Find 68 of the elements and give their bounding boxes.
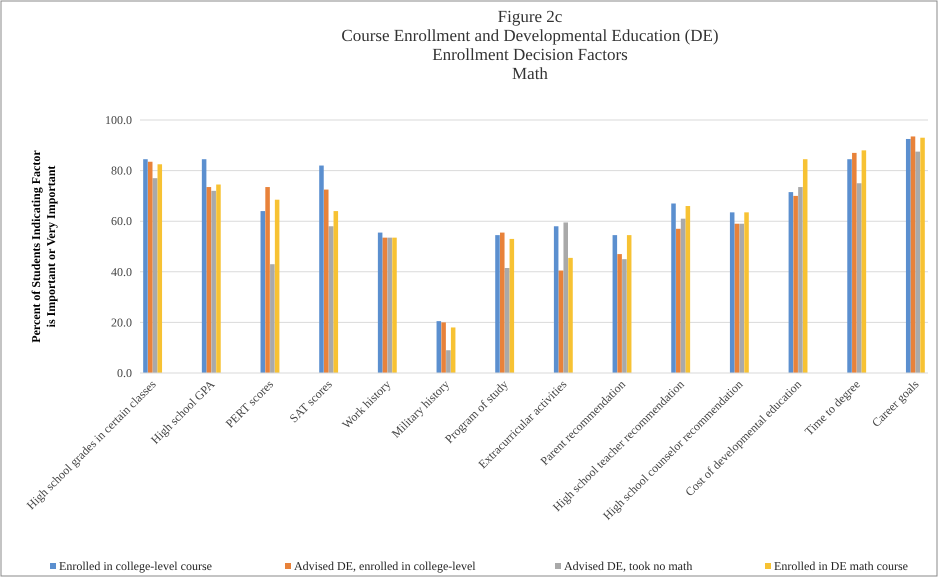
bar — [378, 232, 382, 373]
bar — [260, 211, 266, 373]
bar — [274, 200, 280, 373]
bar — [916, 152, 920, 373]
y-tick-label: 80.0 — [111, 164, 132, 178]
bar — [856, 183, 862, 373]
y-tick-label: 40.0 — [111, 264, 132, 279]
bar — [382, 238, 388, 373]
bar — [852, 152, 857, 373]
bar — [686, 206, 690, 373]
y-tick-label: 100.0 — [105, 113, 132, 127]
bar — [446, 350, 451, 373]
bar — [441, 322, 446, 373]
bar — [802, 159, 808, 373]
bar — [906, 138, 910, 373]
chart-title: Figure 2c Course Enrollment and Developmental Education (DE) Enrollment Decision Factors Math — [341, 7, 719, 83]
bar — [734, 224, 740, 373]
bar — [622, 259, 627, 373]
bar — [558, 270, 564, 373]
legend-label: Advised DE, took no math — [564, 559, 692, 573]
y-tick-label: 60.0 — [111, 214, 132, 228]
bar — [450, 327, 456, 373]
bar — [680, 218, 686, 373]
bar — [270, 264, 275, 373]
bar — [211, 190, 216, 373]
bar — [148, 162, 152, 373]
bar — [158, 164, 162, 373]
bar — [744, 212, 749, 373]
bar — [626, 235, 632, 373]
bar — [324, 190, 329, 373]
bar — [612, 235, 618, 373]
bar — [793, 196, 798, 373]
bar — [788, 192, 794, 373]
bar — [319, 166, 324, 373]
bar — [328, 226, 334, 373]
legend-label: Advised DE, enrolled in college-level — [294, 559, 476, 573]
bar — [504, 268, 510, 373]
bar — [152, 178, 158, 373]
y-tick-label: 0.0 — [117, 366, 132, 380]
bar — [495, 235, 500, 373]
bar — [202, 159, 206, 373]
bar — [847, 159, 852, 373]
bar — [143, 159, 148, 373]
bar — [392, 238, 397, 373]
bar — [436, 321, 442, 373]
bar — [798, 187, 803, 373]
y-axis-title: Percent of Students Indicating Factor is Important or Very Important — [29, 150, 58, 343]
bar — [617, 254, 622, 373]
bar — [671, 203, 676, 373]
y-tick-label: 20.0 — [111, 315, 132, 330]
bar — [920, 138, 925, 373]
bar — [334, 211, 338, 373]
bar — [510, 238, 514, 373]
bar — [862, 150, 866, 373]
bar — [216, 184, 221, 373]
bar — [206, 187, 212, 373]
bar — [568, 258, 573, 373]
legend-label: Enrolled in college-level course — [59, 559, 212, 573]
bar — [265, 187, 270, 373]
bar — [500, 232, 505, 373]
bar — [676, 228, 681, 373]
bar — [563, 222, 568, 373]
bar — [739, 224, 744, 373]
bar — [554, 226, 558, 373]
bar — [730, 212, 734, 373]
legend-label: Enrolled in DE math course — [774, 559, 908, 573]
bar — [387, 238, 392, 373]
bar — [910, 136, 916, 373]
